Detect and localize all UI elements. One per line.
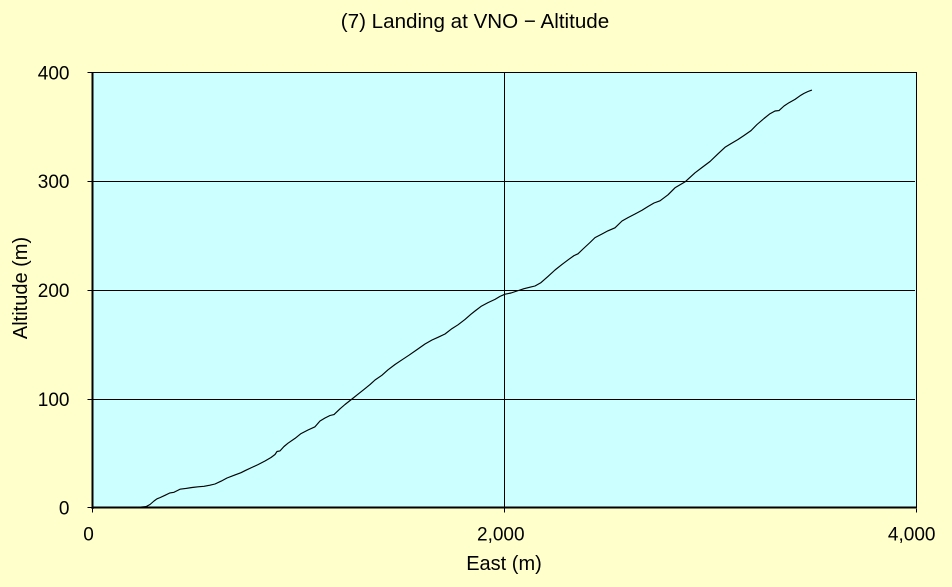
- svg-text:200: 200: [38, 281, 70, 302]
- svg-text:300: 300: [38, 172, 70, 193]
- svg-text:4,000: 4,000: [888, 525, 936, 546]
- svg-text:100: 100: [38, 390, 70, 411]
- svg-text:2,000: 2,000: [477, 525, 525, 546]
- svg-text:0: 0: [59, 499, 70, 520]
- svg-text:400: 400: [38, 63, 70, 84]
- svg-text:East (m): East (m): [466, 553, 542, 575]
- svg-text:Altitude (m): Altitude (m): [10, 237, 32, 339]
- svg-text:0: 0: [83, 525, 94, 546]
- svg-text:(7) Landing at VNO − Altitude: (7) Landing at VNO − Altitude: [341, 10, 609, 33]
